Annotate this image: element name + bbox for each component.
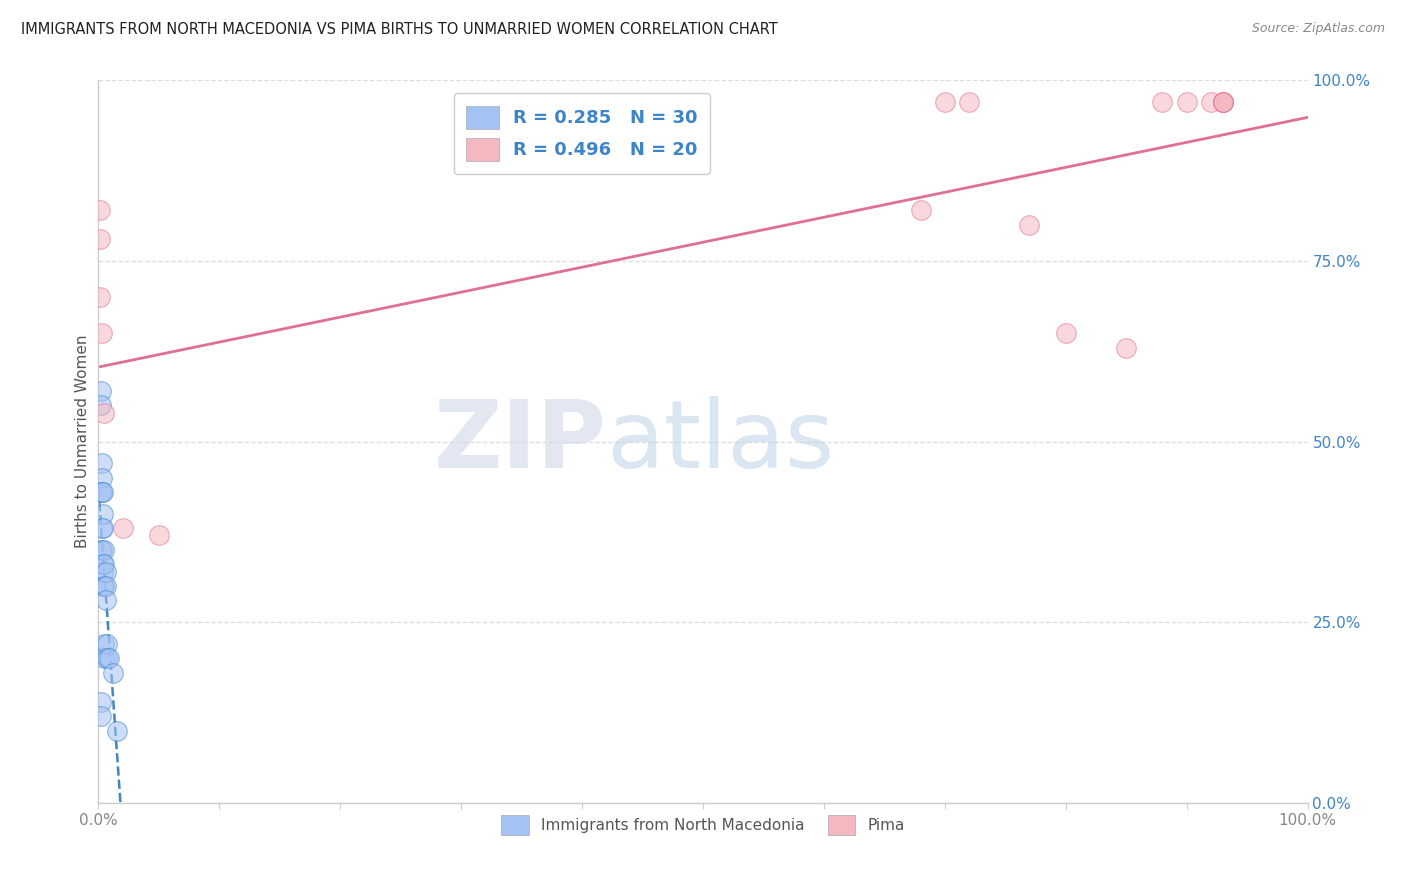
- Point: [91, 579, 114, 593]
- Point: [90, 542, 112, 557]
- Point: [89, 290, 111, 304]
- Point: [91, 456, 114, 470]
- Point: [93, 579, 115, 593]
- Point: [111, 521, 134, 535]
- Point: [91, 507, 114, 521]
- Point: [94, 565, 117, 579]
- Legend: Immigrants from North Macedonia, Pima: Immigrants from North Macedonia, Pima: [491, 805, 915, 846]
- Point: [1212, 95, 1234, 109]
- Point: [91, 521, 114, 535]
- Point: [94, 579, 117, 593]
- Text: ZIP: ZIP: [433, 395, 606, 488]
- Point: [96, 637, 118, 651]
- Point: [93, 558, 115, 572]
- Point: [1054, 326, 1077, 340]
- Y-axis label: Births to Unmarried Women: Births to Unmarried Women: [75, 334, 90, 549]
- Point: [91, 565, 114, 579]
- Point: [1175, 95, 1198, 109]
- Point: [934, 95, 956, 109]
- Point: [96, 651, 118, 665]
- Point: [91, 485, 114, 500]
- Point: [93, 637, 115, 651]
- Point: [1115, 341, 1137, 355]
- Point: [1199, 95, 1222, 109]
- Point: [91, 470, 114, 484]
- Point: [90, 398, 112, 412]
- Point: [90, 485, 112, 500]
- Point: [1212, 95, 1234, 109]
- Point: [93, 651, 115, 665]
- Point: [89, 203, 111, 218]
- Point: [91, 326, 114, 340]
- Point: [101, 665, 124, 680]
- Point: [91, 521, 114, 535]
- Point: [1212, 95, 1234, 109]
- Point: [98, 651, 121, 665]
- Point: [94, 593, 117, 607]
- Point: [91, 558, 114, 572]
- Point: [1212, 95, 1234, 109]
- Point: [148, 528, 170, 542]
- Text: Source: ZipAtlas.com: Source: ZipAtlas.com: [1251, 22, 1385, 36]
- Point: [105, 723, 128, 738]
- Point: [90, 384, 112, 398]
- Text: IMMIGRANTS FROM NORTH MACEDONIA VS PIMA BIRTHS TO UNMARRIED WOMEN CORRELATION CH: IMMIGRANTS FROM NORTH MACEDONIA VS PIMA …: [21, 22, 778, 37]
- Point: [93, 542, 115, 557]
- Point: [91, 485, 114, 500]
- Text: atlas: atlas: [606, 395, 835, 488]
- Point: [90, 709, 112, 723]
- Point: [957, 95, 980, 109]
- Point: [1018, 218, 1040, 232]
- Point: [90, 695, 112, 709]
- Point: [910, 203, 932, 218]
- Point: [91, 542, 114, 557]
- Point: [89, 232, 111, 246]
- Point: [93, 406, 115, 420]
- Point: [1152, 95, 1174, 109]
